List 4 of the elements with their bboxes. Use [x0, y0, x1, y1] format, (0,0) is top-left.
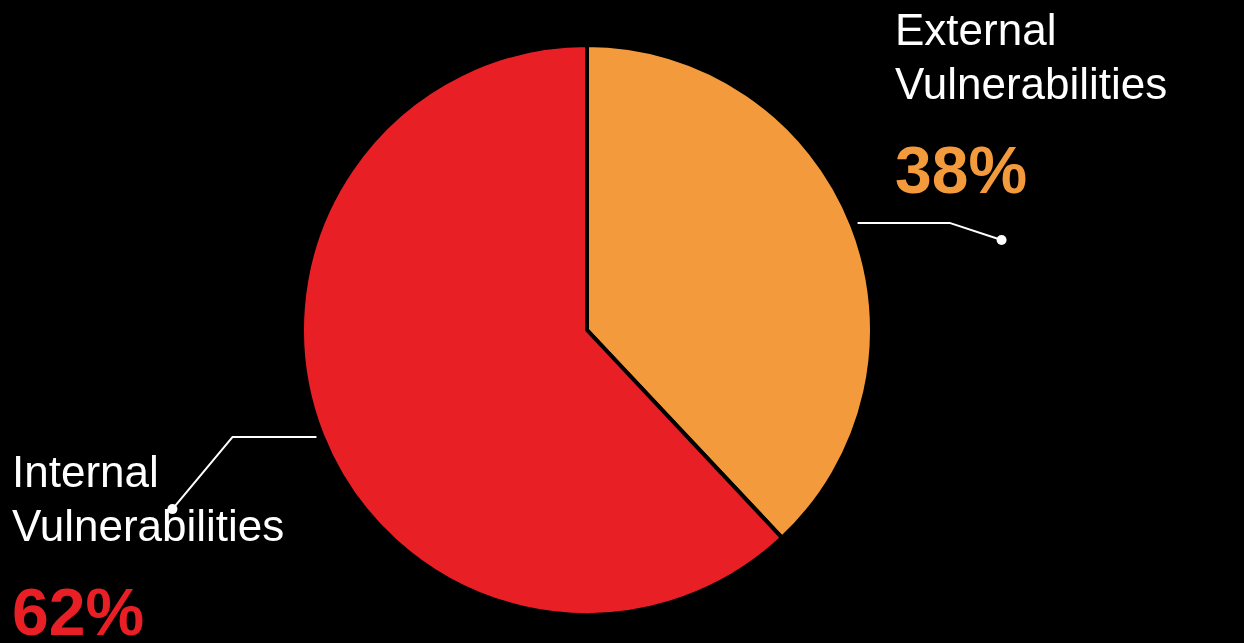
- data-label: 38%: [895, 133, 1028, 208]
- data-label: 62%: [12, 575, 145, 643]
- slice-label: Internal Vulnerabilities: [12, 447, 285, 551]
- slice-label: External Vulnerabilities: [895, 5, 1168, 109]
